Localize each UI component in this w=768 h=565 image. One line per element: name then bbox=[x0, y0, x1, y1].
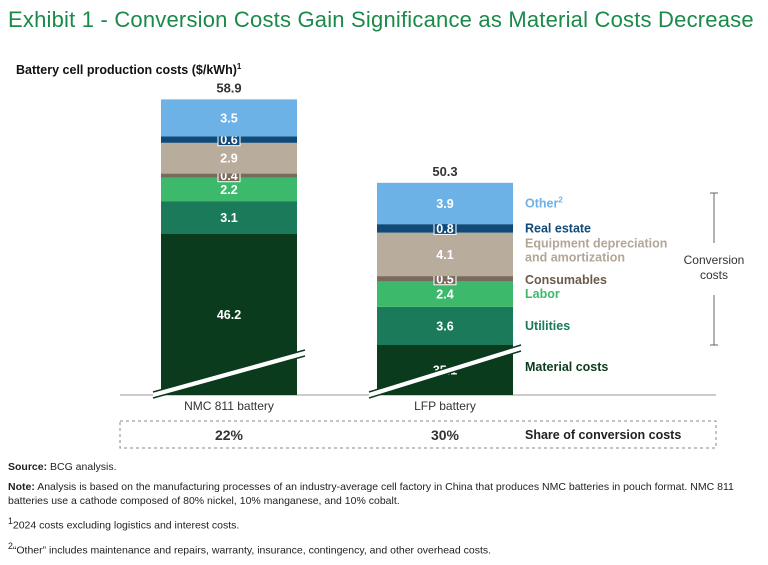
source-label: Source: bbox=[8, 461, 48, 473]
note-line: Note: Analysis is based on the manufactu… bbox=[8, 480, 760, 508]
legend-utilities: Utilities bbox=[525, 319, 570, 333]
bar-segment-other bbox=[377, 182, 513, 225]
footnote-2-text: “Other” includes maintenance and repairs… bbox=[12, 544, 492, 556]
footnote-1-mark: 1 bbox=[8, 516, 13, 526]
axis-break-line bbox=[152, 355, 306, 399]
total-label: 50.3 bbox=[432, 164, 457, 179]
value-label: 0.6 bbox=[220, 133, 237, 147]
value-label: 3.6 bbox=[436, 319, 453, 333]
share-value: 30% bbox=[431, 427, 460, 443]
axis-break-line bbox=[152, 349, 306, 393]
category-label: NMC 811 battery bbox=[184, 399, 274, 413]
share-row-box bbox=[119, 420, 717, 449]
legend-material-costs: Material costs bbox=[525, 360, 608, 374]
shares-group: 22% 30% Share of conversion costs bbox=[215, 427, 681, 443]
legend-real-estate: Real estate bbox=[525, 221, 591, 235]
footnote-2: 2“Other” includes maintenance and repair… bbox=[8, 539, 760, 558]
value-label: 0.8 bbox=[436, 222, 453, 236]
footnote-1-text: 2024 costs excluding logistics and inter… bbox=[12, 519, 240, 532]
value-label: 3.9 bbox=[436, 197, 453, 211]
legend-labor: Labor bbox=[525, 287, 560, 301]
value-label: 46.2 bbox=[217, 308, 241, 322]
axis-break-line bbox=[368, 344, 522, 393]
page-title: Exhibit 1 - Conversion Costs Gain Signif… bbox=[8, 7, 754, 32]
bar-segment-material-costs bbox=[161, 234, 297, 395]
legend-consumables: Consumables bbox=[525, 273, 607, 287]
footnote-1: 12024 costs excluding logistics and inte… bbox=[8, 514, 760, 533]
legend-equipment-depreciation: Equipment depreciation bbox=[525, 236, 667, 250]
share-title: Share of conversion costs bbox=[525, 428, 681, 442]
bracket-label: costs bbox=[700, 268, 728, 282]
axis-break-band bbox=[153, 350, 305, 398]
bar-segment-equipment-depreciation-and-amortization bbox=[377, 232, 513, 277]
bar-segment-other bbox=[161, 99, 297, 137]
source-text: BCG analysis. bbox=[50, 461, 117, 473]
bar-segment-equipment-depreciation-and-amortization bbox=[161, 142, 297, 174]
value-label: 2.9 bbox=[220, 152, 237, 166]
legend-other: Other2 bbox=[525, 195, 563, 210]
value-label: 4.1 bbox=[436, 248, 453, 262]
footnote-2-mark: 2 bbox=[8, 540, 13, 551]
bar-segment-labor bbox=[161, 177, 297, 202]
value-label: 2.4 bbox=[436, 288, 453, 302]
bracket-label: Conversion bbox=[684, 253, 745, 267]
chart-subtitle: Battery cell production costs ($/kWh)1 bbox=[16, 62, 241, 77]
footer: Source: BCG analysis. Note: Analysis is … bbox=[8, 460, 760, 563]
total-label: 58.9 bbox=[216, 80, 241, 95]
share-value: 22% bbox=[215, 427, 244, 443]
value-label: 3.5 bbox=[220, 111, 237, 125]
footnote-1-marker: 1 bbox=[236, 62, 242, 71]
bar-segment-utilities bbox=[161, 201, 297, 234]
note-text: Analysis is based on the manufacturing p… bbox=[8, 481, 734, 507]
category-label: LFP battery bbox=[414, 399, 476, 413]
legend-other-footnote: 2 bbox=[558, 195, 563, 204]
bar-segment-utilities bbox=[377, 306, 513, 345]
note-label: Note: bbox=[8, 481, 35, 493]
chart-subtitle-text: Battery cell production costs ($/kWh) bbox=[16, 63, 237, 78]
axis-break-band bbox=[369, 345, 521, 398]
value-label: 3.1 bbox=[220, 211, 237, 225]
legend-and-amortization: and amortization bbox=[525, 250, 625, 264]
axis-break-line bbox=[368, 350, 522, 399]
bar-segment-labor bbox=[377, 281, 513, 307]
value-label: 2.2 bbox=[220, 183, 237, 197]
source-line: Source: BCG analysis. bbox=[8, 460, 760, 474]
